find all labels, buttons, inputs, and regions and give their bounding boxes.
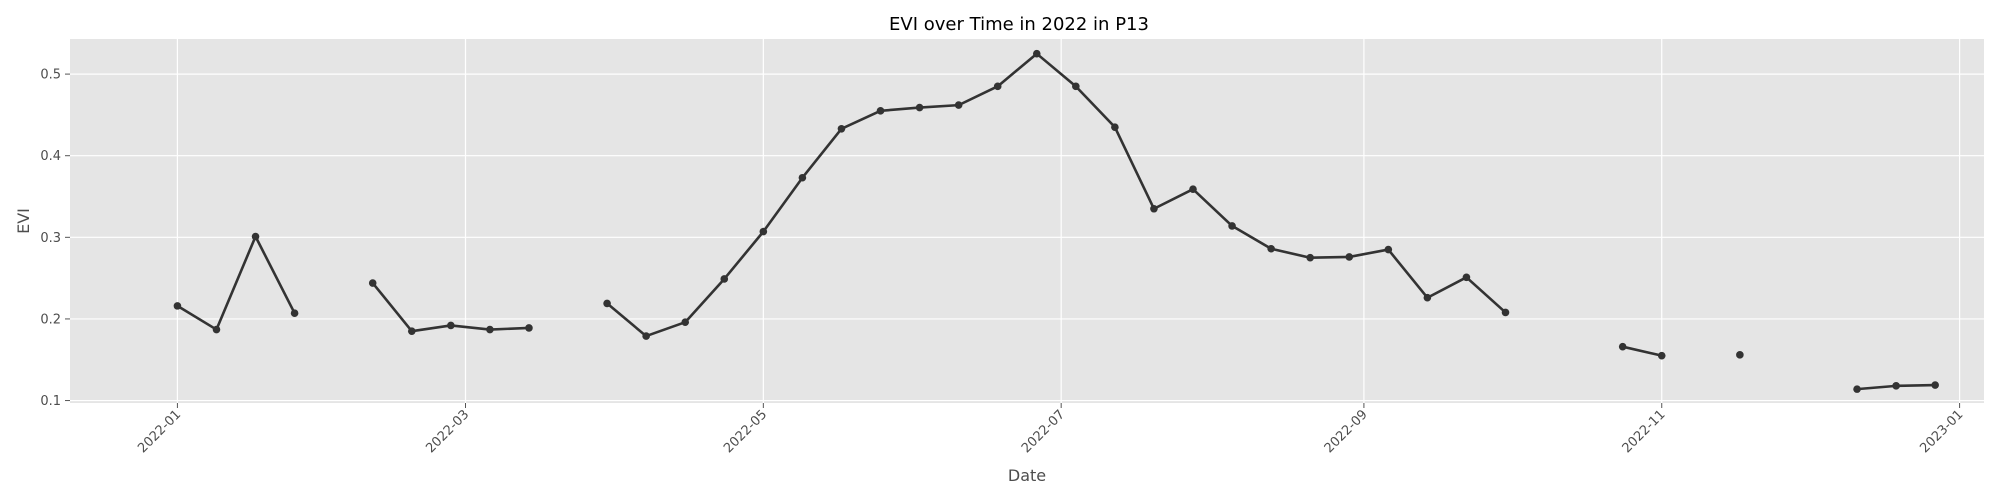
data-point [1423, 293, 1432, 302]
data-point [173, 302, 182, 310]
y-tick-label: 0.3 [40, 231, 61, 246]
evi-series [173, 49, 1939, 393]
x-tick-label: 2022-01 [135, 407, 184, 456]
data-point [1931, 381, 1939, 389]
grid-lines [70, 39, 1984, 403]
series-line-segment [1621, 345, 1664, 357]
data-point [1384, 245, 1393, 254]
data-point [1228, 222, 1236, 230]
data-point [212, 325, 221, 334]
chart-title: EVI over Time in 2022 in P13 [889, 14, 1149, 35]
data-point [290, 309, 299, 318]
data-point [1111, 123, 1119, 131]
x-tick-label: 2022-07 [1019, 407, 1068, 456]
y-tick-label: 0.5 [40, 68, 61, 83]
data-point [1618, 342, 1627, 351]
data-point [1032, 49, 1041, 58]
data-point [993, 82, 1002, 91]
data-point [486, 325, 494, 334]
data-point [1501, 308, 1510, 317]
series-line-segment [605, 52, 1507, 338]
data-point [681, 318, 690, 327]
y-tick-label: 0.2 [40, 312, 61, 327]
data-point [954, 101, 963, 109]
data-point [876, 107, 885, 115]
y-axis-label: EVI [14, 208, 33, 234]
data-point [1853, 385, 1861, 393]
data-point [642, 332, 650, 340]
x-tick-label: 2023-01 [1917, 407, 1966, 456]
data-point [368, 279, 377, 287]
data-point [1657, 351, 1666, 360]
data-point [1267, 244, 1275, 253]
x-tick-label: 2022-11 [1620, 407, 1669, 456]
data-point [525, 324, 533, 332]
data-point [1306, 253, 1314, 262]
series-line-segment [176, 235, 296, 331]
x-tick-label: 2022-05 [721, 407, 770, 456]
data-point [447, 321, 455, 330]
data-point [720, 275, 729, 283]
x-axis-label: Date [1008, 466, 1046, 485]
y-tick-label: 0.4 [40, 149, 61, 164]
data-point [603, 299, 611, 308]
data-point [1189, 185, 1197, 193]
data-point [1345, 253, 1354, 261]
data-point [1462, 273, 1471, 282]
data-point [1150, 204, 1158, 213]
x-tick-label: 2022-03 [423, 407, 472, 456]
data-point [915, 103, 924, 112]
data-point [798, 173, 807, 182]
x-tick-label: 2022-09 [1322, 407, 1371, 456]
data-point [1736, 351, 1744, 359]
data-point [1892, 382, 1900, 390]
data-point [1072, 82, 1080, 91]
data-point [759, 227, 768, 236]
plot-area [70, 39, 1984, 403]
data-point [251, 232, 260, 241]
y-tick-label: 0.1 [40, 394, 61, 409]
data-point [837, 124, 846, 133]
data-point [407, 327, 416, 335]
